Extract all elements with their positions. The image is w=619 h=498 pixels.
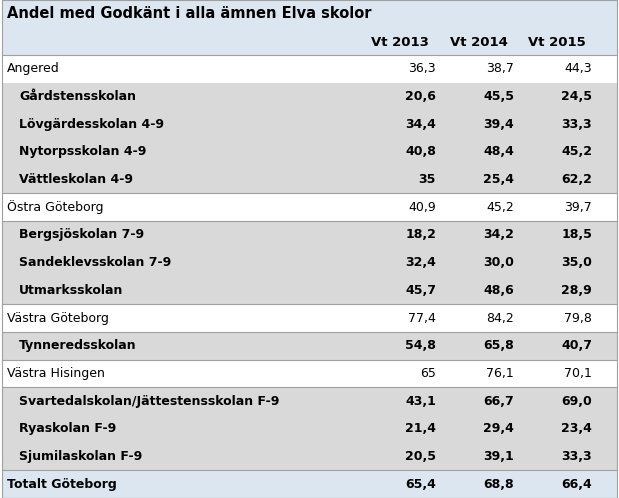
Bar [2,221,617,249]
Text: Vättleskolan 4-9: Vättleskolan 4-9 [19,173,133,186]
Text: Utmarksskolan: Utmarksskolan [19,284,123,297]
Text: 66,7: 66,7 [483,394,514,407]
Text: 30,0: 30,0 [483,256,514,269]
Text: 62,2: 62,2 [561,173,592,186]
Text: 70,1: 70,1 [564,367,592,380]
Bar [2,304,617,332]
Text: Vt 2014: Vt 2014 [450,36,508,49]
Bar [2,0,617,30]
Bar [2,276,617,304]
Text: 54,8: 54,8 [405,339,436,352]
Text: Andel med Godkänt i alla ämnen Elva skolor: Andel med Godkänt i alla ämnen Elva skol… [7,6,371,21]
Text: 79,8: 79,8 [564,312,592,325]
Text: Lövgärdesskolan 4-9: Lövgärdesskolan 4-9 [19,118,164,130]
Text: Västra Hisingen: Västra Hisingen [7,367,105,380]
Text: 84,2: 84,2 [487,312,514,325]
Bar [2,360,617,387]
Bar [2,332,617,360]
Text: Bergsjöskolan 7-9: Bergsjöskolan 7-9 [19,229,144,242]
Text: Vt 2015: Vt 2015 [528,36,586,49]
Text: Ryaskolan F-9: Ryaskolan F-9 [19,422,116,435]
Bar [2,387,617,415]
Text: 76,1: 76,1 [487,367,514,380]
Text: 45,7: 45,7 [405,284,436,297]
Text: 28,9: 28,9 [561,284,592,297]
Text: 38,7: 38,7 [486,62,514,75]
Text: Angered: Angered [7,62,60,75]
Text: Västra Göteborg: Västra Göteborg [7,312,109,325]
Bar [2,30,617,55]
Text: 32,4: 32,4 [405,256,436,269]
Text: 48,4: 48,4 [483,145,514,158]
Text: 39,1: 39,1 [483,450,514,463]
Text: 21,4: 21,4 [405,422,436,435]
Bar [2,443,617,470]
Text: 35: 35 [418,173,436,186]
Text: Vt 2013: Vt 2013 [371,36,429,49]
Text: 20,5: 20,5 [405,450,436,463]
Text: 48,6: 48,6 [483,284,514,297]
Text: 65,4: 65,4 [405,478,436,491]
Text: Svartedalskolan/Jättestensskolan F-9: Svartedalskolan/Jättestensskolan F-9 [19,394,279,407]
Text: 29,4: 29,4 [483,422,514,435]
Text: 34,4: 34,4 [405,118,436,130]
Bar [2,111,617,138]
Text: 45,2: 45,2 [487,201,514,214]
Text: Gårdstensskolan: Gårdstensskolan [19,90,136,103]
Text: Sandeklevsskolan 7-9: Sandeklevsskolan 7-9 [19,256,171,269]
Text: 33,3: 33,3 [561,118,592,130]
Text: 18,2: 18,2 [405,229,436,242]
Text: 39,7: 39,7 [565,201,592,214]
Text: Sjumilaskolan F-9: Sjumilaskolan F-9 [19,450,142,463]
Bar [2,83,617,111]
Text: 18,5: 18,5 [561,229,592,242]
Bar [2,415,617,443]
Text: 65: 65 [420,367,436,380]
Text: 24,5: 24,5 [561,90,592,103]
Text: 68,8: 68,8 [483,478,514,491]
Text: 39,4: 39,4 [483,118,514,130]
Text: 23,4: 23,4 [561,422,592,435]
Text: 40,8: 40,8 [405,145,436,158]
Text: 65,8: 65,8 [483,339,514,352]
Text: 33,3: 33,3 [561,450,592,463]
Text: 25,4: 25,4 [483,173,514,186]
Text: 66,4: 66,4 [561,478,592,491]
Text: 45,2: 45,2 [561,145,592,158]
Text: 44,3: 44,3 [565,62,592,75]
Bar [2,55,617,83]
Text: 69,0: 69,0 [561,394,592,407]
Text: 40,9: 40,9 [409,201,436,214]
Text: Tynneredsskolan: Tynneredsskolan [19,339,137,352]
Bar [2,249,617,276]
Text: 20,6: 20,6 [405,90,436,103]
Text: Totalt Göteborg: Totalt Göteborg [7,478,117,491]
Text: 36,3: 36,3 [409,62,436,75]
Text: 43,1: 43,1 [405,394,436,407]
Bar [2,166,617,193]
Text: 40,7: 40,7 [561,339,592,352]
Text: Östra Göteborg: Östra Göteborg [7,200,103,214]
Text: 34,2: 34,2 [483,229,514,242]
Text: 45,5: 45,5 [483,90,514,103]
Bar [2,138,617,166]
Text: 35,0: 35,0 [561,256,592,269]
Text: 77,4: 77,4 [408,312,436,325]
Bar [2,470,617,498]
Text: Nytorpsskolan 4-9: Nytorpsskolan 4-9 [19,145,146,158]
Bar [2,193,617,221]
